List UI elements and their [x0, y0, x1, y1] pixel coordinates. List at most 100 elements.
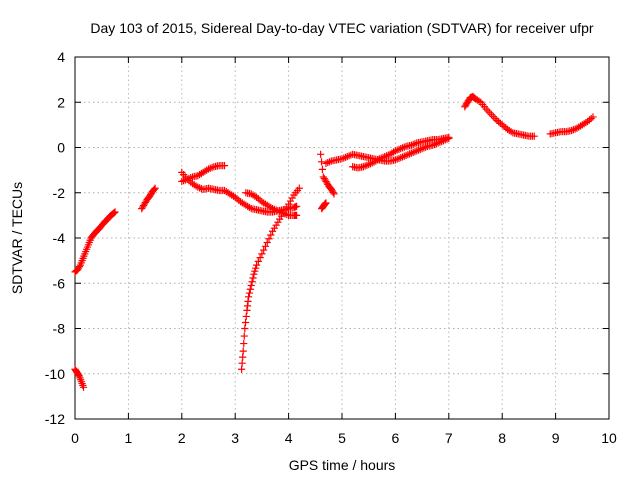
data-point	[530, 132, 538, 140]
data-point	[500, 122, 508, 130]
data-point	[79, 383, 88, 391]
data-point	[338, 155, 346, 163]
data-point	[584, 117, 592, 126]
data-point	[345, 152, 353, 160]
y-tick-label: -12	[45, 411, 65, 427]
data-point	[393, 146, 401, 154]
data-point	[151, 184, 159, 192]
data-point	[247, 281, 255, 290]
data-point	[340, 154, 348, 162]
series-arc-m	[546, 113, 597, 138]
data-point	[320, 174, 328, 183]
data-point	[74, 371, 83, 379]
data-point	[274, 218, 282, 226]
data-point	[252, 264, 260, 272]
data-point	[279, 209, 287, 217]
data-point	[322, 199, 330, 207]
data-point	[413, 147, 421, 155]
data-point	[395, 145, 403, 153]
data-point	[321, 176, 329, 184]
data-point	[268, 227, 277, 235]
data-point	[322, 177, 330, 186]
data-point	[397, 154, 405, 162]
data-point	[249, 274, 257, 282]
data-point	[445, 133, 453, 141]
data-point	[147, 191, 155, 199]
data-point	[272, 206, 280, 214]
data-point	[252, 261, 261, 269]
x-tick-label: 3	[231, 430, 239, 446]
data-point	[391, 147, 399, 155]
data-point	[322, 159, 330, 167]
data-point	[74, 266, 82, 274]
x-tick-label: 9	[552, 430, 560, 446]
x-tick-label: 4	[285, 430, 293, 446]
x-tick-label: 1	[125, 430, 133, 446]
data-point	[293, 211, 301, 219]
data-point	[204, 165, 213, 173]
data-point	[463, 98, 472, 106]
series-arc-l	[461, 92, 538, 140]
data-point	[238, 365, 246, 373]
data-point	[381, 152, 389, 161]
data-point	[285, 200, 293, 208]
data-point	[276, 215, 284, 223]
data-point	[293, 202, 301, 210]
y-axis-label: SDTVAR / TECUs	[9, 182, 25, 294]
data-point	[411, 140, 419, 148]
data-point	[231, 193, 239, 201]
data-point	[185, 177, 193, 185]
data-point	[268, 204, 277, 213]
series-arc-k	[349, 133, 453, 172]
data-point	[242, 312, 250, 321]
data-point	[411, 148, 419, 156]
data-point	[150, 185, 158, 193]
data-point	[277, 212, 286, 220]
data-point	[318, 165, 327, 173]
series-arc-i	[318, 199, 330, 213]
data-point	[254, 195, 262, 203]
data-point	[241, 324, 249, 333]
data-point	[366, 160, 375, 168]
data-point	[317, 150, 325, 158]
data-point	[183, 175, 191, 183]
axis-ticks: 0 1 2 3 4 5 6 7 8 9 10 -12 -10 -8 -6 -4 -2 0 2 4	[45, 49, 617, 446]
x-tick-label: 5	[338, 430, 346, 446]
data-point	[327, 185, 335, 193]
data-point	[407, 141, 416, 149]
data-point	[407, 149, 416, 157]
data-point	[245, 289, 254, 297]
data-point	[270, 205, 278, 213]
data-point	[238, 359, 246, 367]
data-point	[498, 121, 506, 129]
series-arc-c	[138, 184, 159, 213]
x-tick-label: 0	[71, 430, 79, 446]
chart-title: Day 103 of 2015, Sidereal Day-to-day VTE…	[90, 20, 594, 36]
data-point	[276, 208, 284, 216]
data-point	[323, 179, 331, 187]
data-point	[206, 164, 214, 172]
data-point	[328, 187, 336, 195]
data-point	[246, 285, 254, 293]
data-point	[329, 188, 337, 196]
y-tick-label: 2	[57, 94, 65, 110]
data-point	[245, 203, 254, 212]
data-point	[286, 197, 294, 205]
data-point	[491, 114, 499, 123]
data-point	[196, 184, 204, 192]
data-point	[420, 144, 428, 152]
data-point	[75, 263, 84, 271]
data-point	[325, 158, 334, 166]
data-point	[379, 153, 387, 161]
data-point	[208, 163, 216, 172]
data-point	[240, 332, 248, 340]
x-tick-label: 6	[392, 430, 400, 446]
data-point	[418, 145, 426, 153]
data-point	[252, 193, 261, 201]
data-point	[248, 278, 256, 286]
data-point	[406, 150, 414, 158]
series-arc-a	[71, 208, 119, 276]
data-point	[486, 109, 494, 117]
data-point	[138, 204, 146, 213]
data-point	[258, 250, 266, 258]
